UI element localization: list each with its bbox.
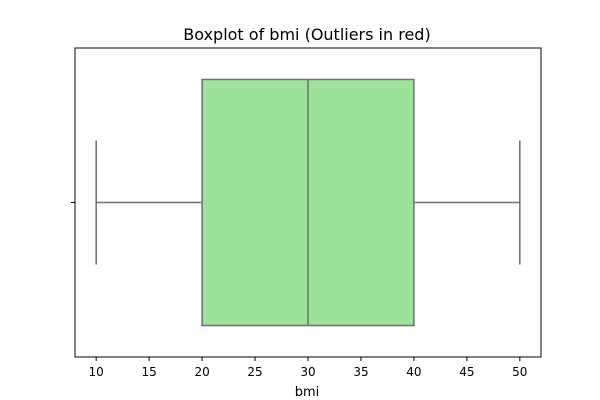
x-tick-label: 25	[247, 365, 262, 379]
x-tick-label: 15	[141, 365, 156, 379]
x-axis-label: bmi	[295, 385, 320, 400]
x-tick-label: 45	[459, 365, 474, 379]
x-tick-label: 10	[89, 365, 104, 379]
x-tick-label: 35	[353, 365, 368, 379]
x-tick-label: 30	[300, 365, 315, 379]
plot-area: 10 15 20 25 30 35 40 45 50	[71, 47, 542, 379]
x-tick-label: 40	[406, 365, 421, 379]
x-tick-label: 20	[194, 365, 209, 379]
chart-title: Boxplot of bmi (Outliers in red)	[183, 25, 430, 44]
x-tick-label: 50	[512, 365, 527, 379]
